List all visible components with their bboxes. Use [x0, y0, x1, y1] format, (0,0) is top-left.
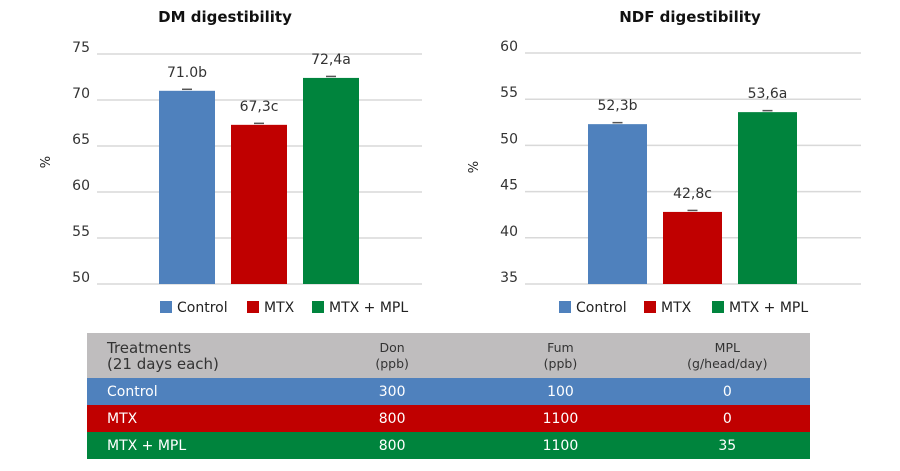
legend-label: MTX	[264, 300, 295, 316]
y-tick-label: 40	[500, 224, 518, 240]
table-cell: 300	[378, 383, 406, 400]
bar-mtx-mpl	[738, 112, 797, 284]
legend-swatch	[644, 301, 656, 313]
header-fum: Fum (ppb)	[476, 333, 645, 378]
y-tick-label: 50	[500, 131, 518, 147]
y-tick-label: 55	[72, 224, 90, 240]
legend-swatch	[712, 301, 724, 313]
legend-swatch	[559, 301, 571, 313]
y-axis-label: %	[467, 161, 482, 173]
y-tick-label: 55	[500, 85, 518, 101]
data-label: 72,4a	[311, 52, 351, 68]
table-cell: MTX	[107, 410, 138, 427]
table-header-row: Treatments (21 days each) Don (ppb) Fum (pp…	[87, 333, 810, 378]
bar-mtx-mpl	[303, 77, 359, 284]
y-axis-label: %	[39, 156, 54, 168]
legend-label: Control	[177, 300, 228, 316]
table-cell: Control	[107, 383, 158, 400]
legend-label: MTX + MPL	[329, 300, 408, 316]
chart-title: DM digestibility	[158, 8, 292, 26]
table-cell: 1100	[542, 410, 579, 427]
y-tick-label: 50	[72, 270, 90, 286]
data-label: 67,3c	[240, 99, 279, 115]
bar-control	[588, 124, 647, 284]
treatments-table: Treatments (21 days each) Don (ppb) Fum (pp…	[87, 333, 810, 459]
legend-swatch	[312, 301, 324, 313]
header-don: Don (ppb)	[308, 333, 477, 378]
y-tick-label: 70	[72, 86, 90, 102]
table-row-mtx: MTX 800 1100 0	[87, 405, 810, 432]
y-tick-label: 45	[500, 178, 518, 194]
data-label: 53,6a	[748, 86, 788, 102]
table-cell: 1100	[542, 437, 579, 454]
header-mpl: MPL (g/head/day)	[644, 333, 810, 378]
ndf-digestibility-chart: NDF digestibility 35 40 45 50 55 60% 52,3b 42,8c…	[467, 8, 861, 316]
data-label: 71.0b	[167, 65, 207, 81]
bar-control	[159, 90, 215, 284]
y-tick-label: 60	[500, 39, 518, 55]
table-cell: 800	[378, 410, 406, 427]
legend-swatch	[247, 301, 259, 313]
legend-label: Control	[576, 300, 627, 316]
y-tick-label: 60	[72, 178, 90, 194]
bar-mtx	[663, 211, 722, 284]
dm-digestibility-chart: DM digestibility 50 55 60 65 70 75% 71.0b 67,3c 7…	[39, 8, 422, 316]
table-cell: 800	[378, 437, 406, 454]
table-cell: 0	[722, 410, 732, 427]
table-cell: MTX + MPL	[107, 437, 187, 454]
legend-label: MTX + MPL	[729, 300, 808, 316]
chart-title: NDF digestibility	[619, 8, 761, 26]
table-cell: 0	[722, 383, 732, 400]
y-tick-label: 65	[72, 132, 90, 148]
data-label: 42,8c	[673, 186, 712, 202]
y-tick-label: 35	[500, 270, 518, 286]
data-label: 52,3b	[597, 98, 637, 114]
legend-swatch	[160, 301, 172, 313]
table-cell: 100	[547, 383, 574, 400]
legend-label: MTX	[661, 300, 692, 316]
table-row-control: Control 300 100 0	[87, 378, 810, 405]
y-tick-label: 75	[72, 40, 90, 56]
bar-mtx	[231, 124, 287, 284]
table-row-mtx-mpl: MTX + MPL 800 1100 35	[87, 432, 810, 459]
table-cell: 35	[718, 437, 737, 454]
header-treatments: Treatments (21 days each)	[87, 333, 309, 378]
